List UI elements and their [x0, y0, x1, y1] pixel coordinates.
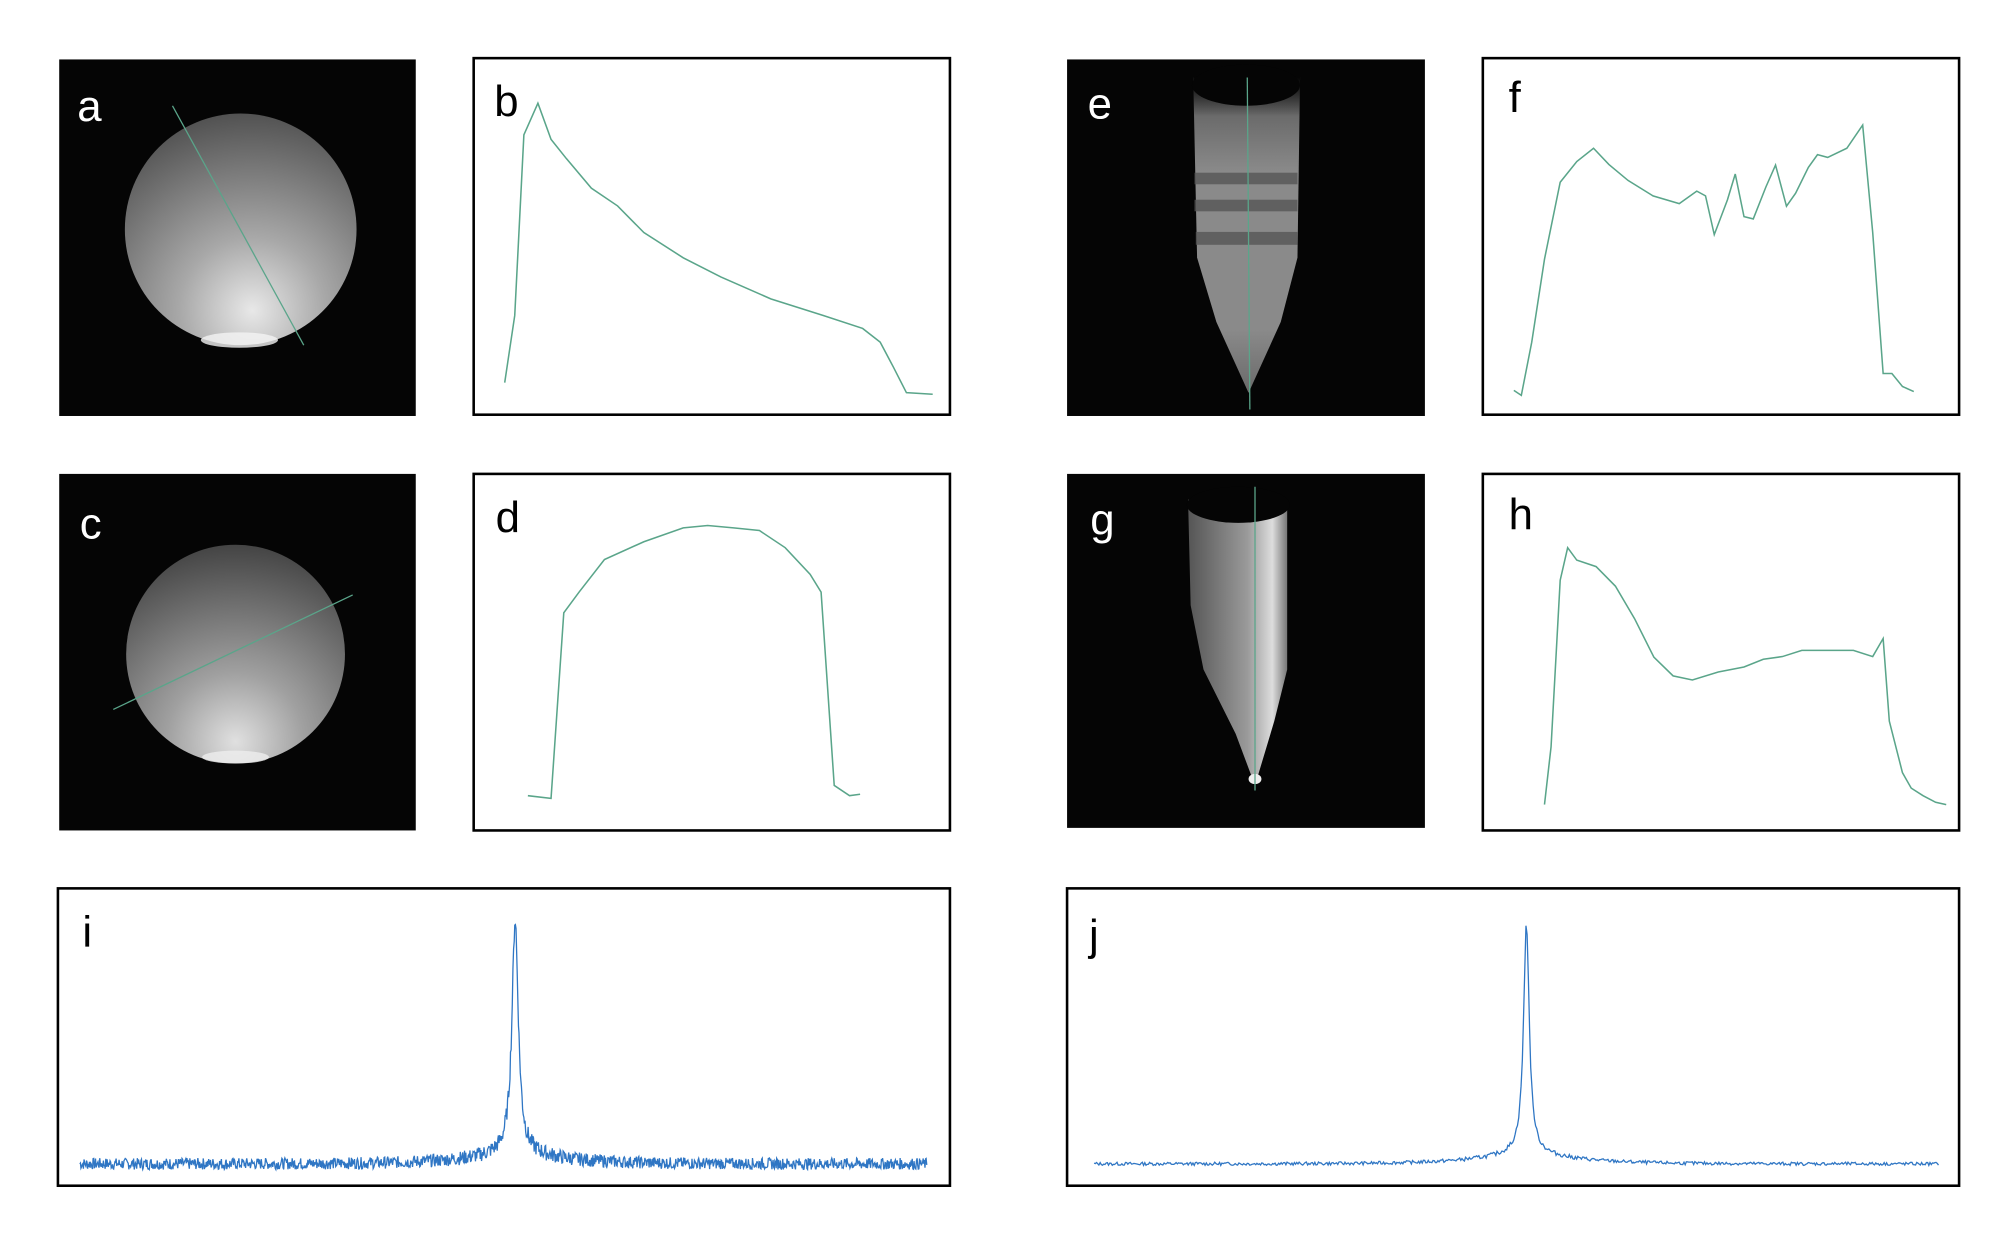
panel-b-plot: b [472, 56, 952, 416]
panel-label-e: e [1088, 80, 1112, 129]
spectrum-line-j [1093, 925, 1940, 1168]
panel-label-j: j [1087, 911, 1099, 960]
profile-line-h [1543, 545, 1947, 806]
profile-line-marker [112, 594, 353, 711]
panel-g-image: g [1067, 473, 1425, 828]
panel-label-h: h [1509, 490, 1533, 539]
panel-c-image: c [59, 473, 416, 831]
panel-label-g: g [1090, 495, 1114, 544]
panel-i-spectrum: i [56, 887, 952, 1188]
spectrum-line-i [79, 923, 928, 1172]
profile-line-f [1513, 122, 1915, 397]
profile-line-d [527, 524, 861, 800]
panel-label-f: f [1509, 73, 1522, 122]
panel-e-image: e [1067, 59, 1425, 416]
panel-label-b: b [494, 77, 518, 126]
panel-label-d: d [496, 493, 520, 542]
profile-line-marker [1246, 77, 1251, 410]
panel-h-plot: h [1481, 472, 1961, 832]
panel-label-i: i [82, 907, 92, 956]
panel-label-a: a [77, 82, 102, 131]
panel-d-plot: d [472, 472, 952, 832]
panel-a-image: a [59, 59, 416, 416]
profile-line-marker [171, 105, 305, 346]
phantom-disc [126, 544, 345, 764]
panel-j-spectrum: j [1065, 887, 1961, 1188]
panel-label-c: c [80, 499, 102, 548]
panel-f-plot: f [1481, 56, 1961, 416]
sample-tube [1188, 499, 1288, 786]
profile-line-b [503, 101, 933, 395]
